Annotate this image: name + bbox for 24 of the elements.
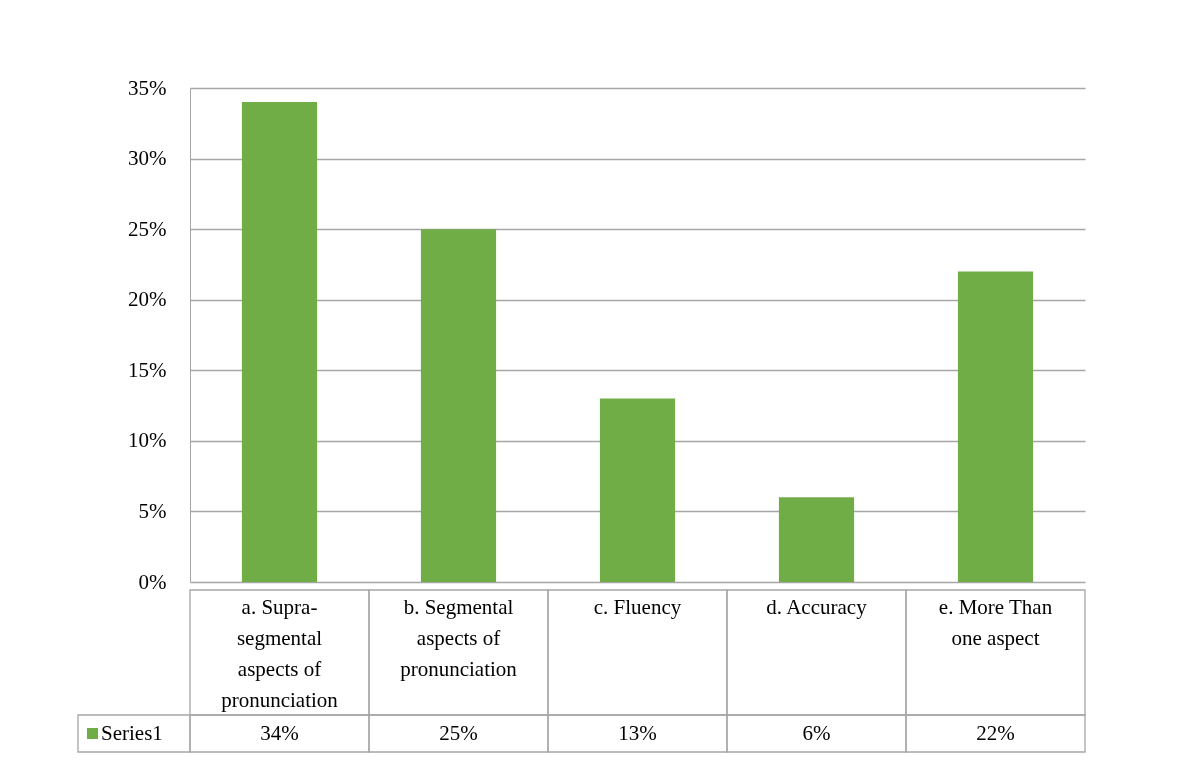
legend-label: Series1 [101,720,163,745]
y-tick-label: 35% [128,75,167,100]
bar [778,497,855,582]
x-tick-label: c. Fluency [593,595,682,619]
y-tick-label: 20% [128,287,167,312]
bar [420,229,497,582]
x-tick-label: a. Supra-segmental aspects of pronunciation [221,595,339,712]
bar [599,398,676,582]
x-tick-label: d. Accuracy [766,595,868,619]
data-label: 13% [618,720,657,745]
y-tick-label: 15% [128,357,167,382]
bar [241,102,318,582]
y-tick-label: 30% [128,146,167,171]
y-tick-label: 0% [138,569,167,594]
data-label: 6% [802,720,831,745]
y-tick-label: 5% [138,498,167,523]
x-tick-label: e. More Than one aspect [938,595,1053,650]
y-tick-label: 25% [128,216,167,241]
data-label: 25% [439,720,478,745]
x-tick-label: b. Segmental aspects of pronunciation [400,595,518,681]
bar [957,271,1034,582]
y-tick-label: 10% [128,428,167,453]
data-label: 34% [260,720,299,745]
data-label: 22% [976,720,1015,745]
